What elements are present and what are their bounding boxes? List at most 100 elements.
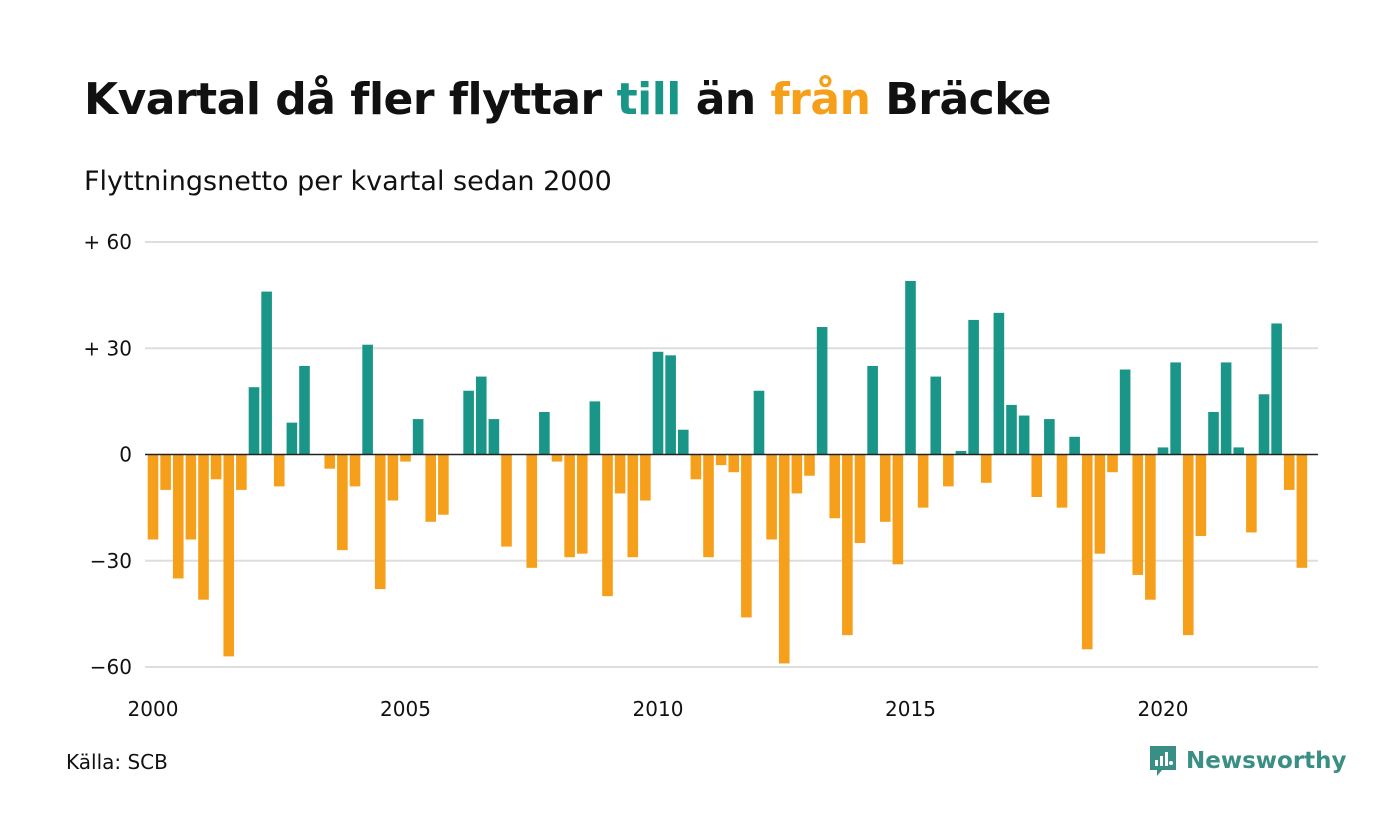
bar-2003Q1	[299, 365, 310, 455]
bar-2014Q2	[867, 365, 878, 455]
y-tick-label: −30	[90, 549, 132, 573]
bar-2005Q4	[438, 454, 449, 515]
bar-2012Q4	[791, 454, 803, 494]
bar-2005Q3	[425, 454, 437, 522]
bar-2011Q2	[715, 454, 727, 466]
bar-2021Q4	[1246, 454, 1257, 533]
bar-2000Q3	[172, 454, 184, 579]
bar-2008Q2	[564, 454, 575, 558]
bars	[147, 280, 1308, 664]
bar-2014Q3	[879, 454, 891, 522]
bar-2018Q2	[1069, 436, 1080, 455]
bar-2013Q4	[842, 454, 853, 636]
source-note: Källa: SCB	[66, 750, 168, 774]
bar-2002Q2	[261, 291, 272, 455]
bar-2000Q1	[147, 454, 159, 540]
bar-2019Q3	[1132, 454, 1144, 575]
bar-2010Q2	[665, 355, 676, 455]
bar-2022Q1	[1258, 394, 1270, 455]
bar-2017Q1	[1006, 404, 1017, 455]
brand-logo: Newsworthy	[1148, 744, 1347, 778]
bar-2001Q4	[236, 454, 247, 490]
bar-2007Q1	[501, 454, 512, 547]
bar-2011Q3	[728, 454, 740, 473]
bar-2004Q4	[387, 454, 399, 501]
title-text-mid: än	[695, 74, 757, 125]
bar-2015Q2	[917, 454, 929, 508]
bar-2018Q4	[1094, 454, 1106, 554]
bar-2013Q2	[816, 327, 828, 455]
bar-2019Q1	[1107, 454, 1118, 473]
bar-2012Q3	[778, 454, 790, 664]
x-tick-label: 2010	[633, 697, 684, 721]
title-word-till: till	[616, 74, 682, 125]
bar-2004Q2	[362, 344, 373, 455]
bar-2006Q4	[488, 419, 500, 455]
bar-2000Q2	[160, 454, 171, 490]
bar-2011Q1	[703, 454, 714, 558]
x-tick-label: 2000	[128, 697, 179, 721]
bar-2021Q3	[1233, 447, 1245, 455]
bar-2012Q2	[766, 454, 777, 540]
bar-2020Q3	[1182, 454, 1194, 636]
y-tick-label: 0	[119, 443, 132, 467]
bar-2015Q1	[905, 280, 916, 455]
bar-2021Q1	[1208, 412, 1219, 455]
bar-2008Q4	[589, 401, 601, 455]
y-tick-label: + 60	[83, 230, 132, 254]
bar-2006Q3	[475, 376, 487, 455]
bar-2019Q2	[1119, 369, 1131, 455]
bar-2008Q1	[551, 454, 563, 462]
bar-2002Q1	[248, 387, 260, 455]
bar-2009Q4	[640, 454, 651, 501]
bar-2000Q4	[185, 454, 197, 540]
bar-2014Q1	[854, 454, 866, 544]
bar-2021Q2	[1220, 362, 1232, 455]
bar-2004Q1	[349, 454, 361, 487]
bar-2022Q3	[1283, 454, 1295, 490]
bar-2015Q3	[930, 376, 942, 455]
bar-2022Q2	[1271, 323, 1282, 455]
chart-title: Kvartal då fler flyttar till än från Brä…	[84, 74, 1052, 125]
bar-2009Q1	[602, 454, 613, 597]
newsworthy-logo-icon	[1150, 746, 1176, 776]
bar-2007Q4	[539, 412, 550, 455]
bar-2022Q4	[1296, 454, 1308, 568]
bar-2017Q4	[1044, 419, 1055, 455]
x-tick-label: 2005	[380, 697, 431, 721]
brand-name: Newsworthy	[1186, 748, 1347, 774]
bar-2013Q3	[829, 454, 841, 519]
bar-2011Q4	[741, 454, 752, 618]
bar-2008Q3	[576, 454, 588, 554]
bar-2010Q1	[652, 351, 664, 455]
y-tick-label: −60	[90, 655, 132, 679]
y-tick-label: + 30	[83, 336, 132, 360]
title-text-pre: Kvartal då fler flyttar	[84, 74, 602, 125]
bar-2009Q3	[627, 454, 639, 558]
x-tick-label: 2015	[885, 697, 936, 721]
bar-2010Q4	[690, 454, 702, 480]
bar-2018Q3	[1081, 454, 1093, 650]
bar-2020Q1	[1157, 447, 1169, 455]
bar-2002Q3	[273, 454, 285, 487]
bar-2010Q3	[677, 429, 689, 455]
bar-2018Q1	[1056, 454, 1068, 508]
x-tick-label: 2020	[1138, 697, 1189, 721]
axes: + 60 + 30 0 −30 −60 2000 2005 2010 2015 2020	[83, 230, 1318, 721]
bar-2001Q3	[223, 454, 235, 657]
bar-2006Q2	[463, 390, 474, 455]
bar-2017Q2	[1018, 415, 1030, 455]
bar-2020Q4	[1195, 454, 1207, 536]
bar-2003Q3	[324, 454, 336, 469]
title-word-fran: från	[770, 74, 871, 125]
bar-2016Q4	[993, 312, 1005, 455]
bar-2012Q1	[753, 390, 765, 455]
bar-2002Q4	[286, 422, 298, 455]
bar-2017Q3	[1031, 454, 1043, 497]
bar-2020Q2	[1170, 362, 1181, 455]
bar-2014Q4	[892, 454, 904, 565]
bar-2013Q1	[804, 454, 815, 476]
bar-2005Q1	[400, 454, 411, 462]
bar-2019Q4	[1145, 454, 1156, 600]
